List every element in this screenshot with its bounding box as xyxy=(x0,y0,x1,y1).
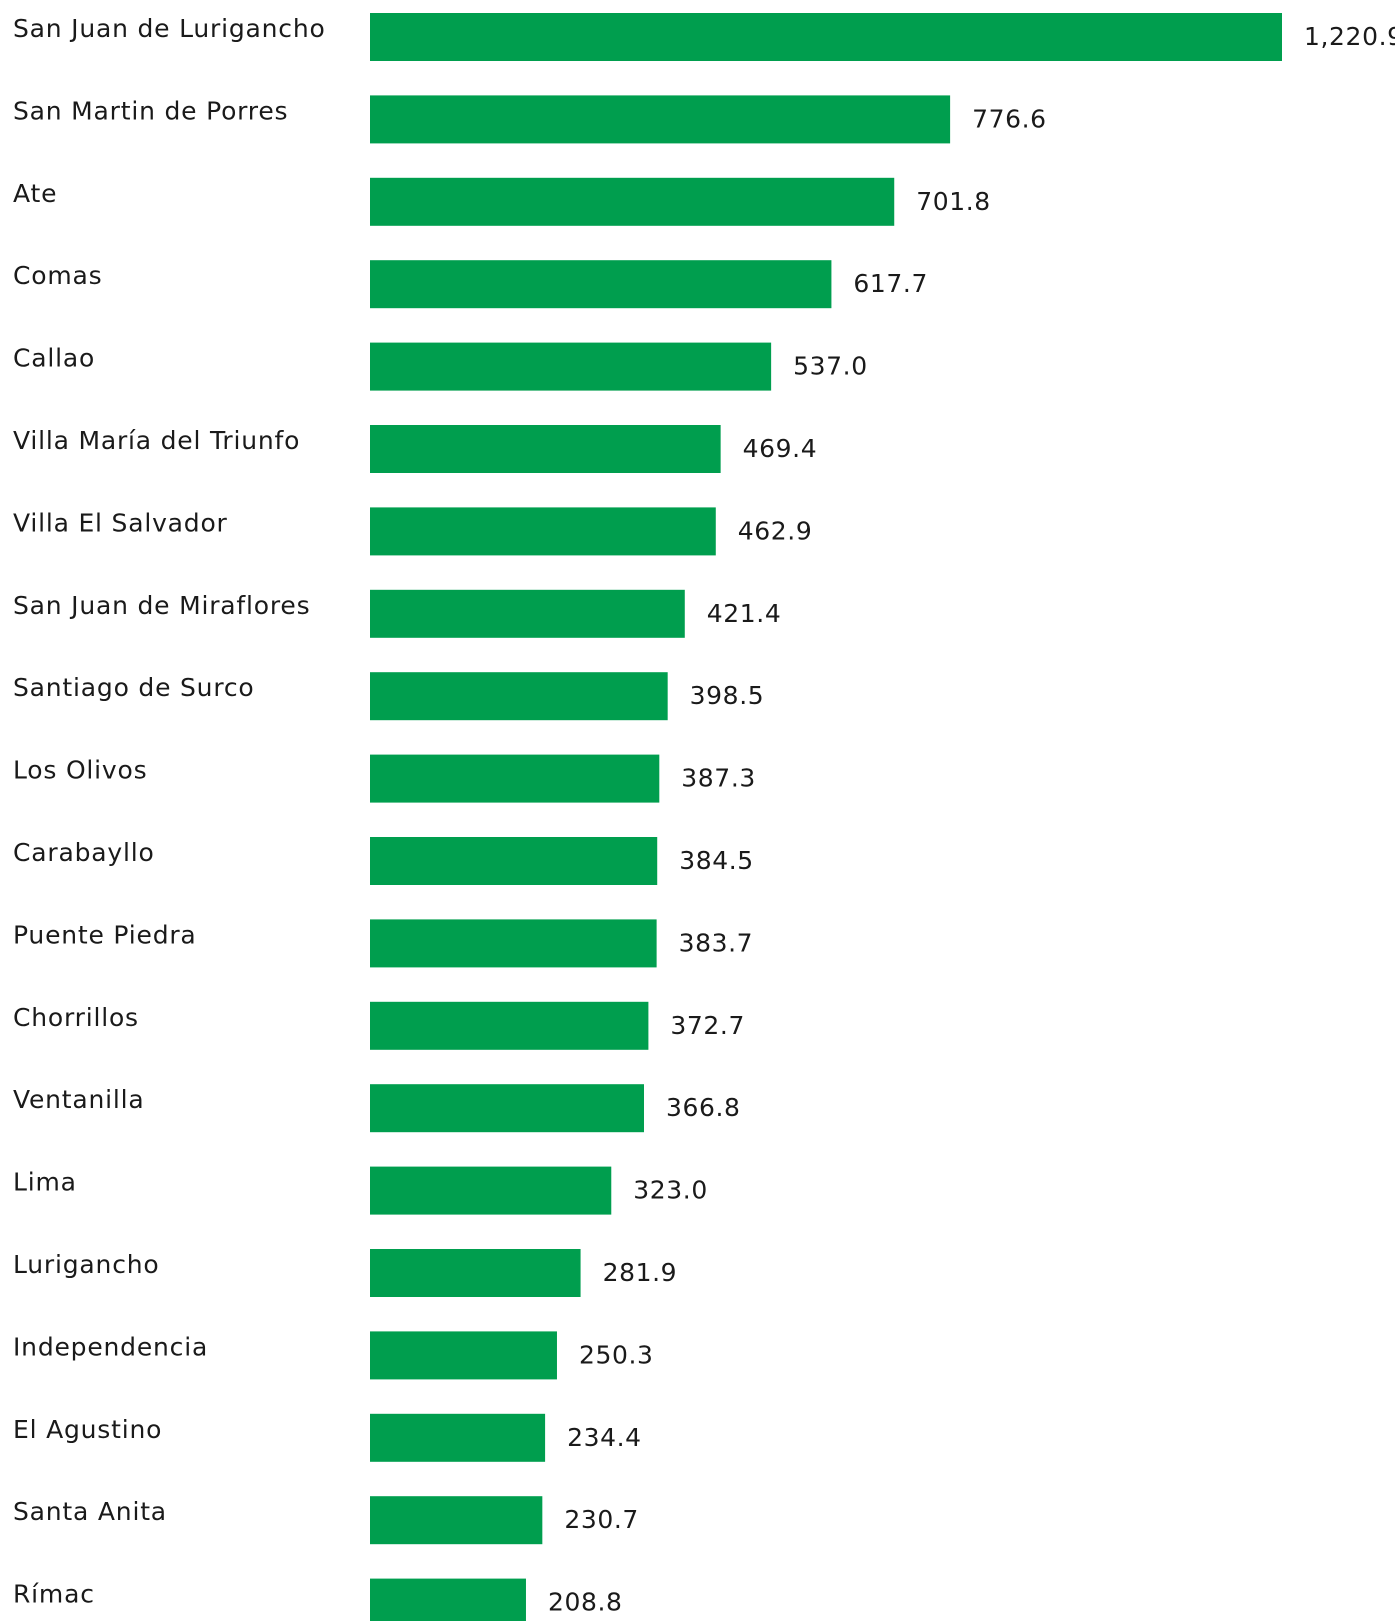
category-label: San Martin de Porres xyxy=(13,96,288,125)
value-labels: 1,220.9 776.6 701.8 617.7 537.0 469.4 462.9 421… xyxy=(548,22,1395,1617)
bar xyxy=(370,837,658,885)
bar xyxy=(370,507,716,556)
bar xyxy=(370,1249,581,1297)
category-label: Villa María del Triunfo xyxy=(13,426,300,455)
bar xyxy=(370,1084,644,1133)
value-label: 250.3 xyxy=(579,1340,654,1369)
bar xyxy=(370,425,721,473)
value-label: 372.7 xyxy=(670,1011,745,1040)
bar xyxy=(370,177,895,226)
value-label: 537.0 xyxy=(793,352,868,381)
category-label: Lima xyxy=(13,1168,77,1197)
value-label: 281.9 xyxy=(603,1258,678,1287)
category-label: Rímac xyxy=(13,1580,95,1609)
value-label: 208.8 xyxy=(548,1588,623,1617)
bar xyxy=(370,1413,546,1462)
bars-layer xyxy=(370,13,1282,1621)
bar xyxy=(370,1331,557,1380)
bar xyxy=(370,342,772,391)
bar xyxy=(370,672,668,721)
value-label: 617.7 xyxy=(853,269,928,298)
bar xyxy=(370,1001,649,1050)
category-label: Ate xyxy=(13,179,57,208)
category-label: Comas xyxy=(13,261,102,290)
value-label: 387.3 xyxy=(681,764,756,793)
category-label: Villa El Salvador xyxy=(13,508,228,537)
bar xyxy=(370,260,832,309)
category-label: Los Olivos xyxy=(13,756,147,785)
bar xyxy=(370,95,951,144)
value-label: 323.0 xyxy=(633,1176,708,1205)
value-label: 701.8 xyxy=(916,187,991,216)
bar xyxy=(370,589,685,638)
bar xyxy=(370,13,1282,61)
category-label: Ventanilla xyxy=(13,1085,145,1114)
category-label: Santiago de Surco xyxy=(13,673,255,702)
value-label: 230.7 xyxy=(564,1505,639,1534)
category-label: San Juan de Miraflores xyxy=(13,591,310,620)
value-label: 383.7 xyxy=(679,928,754,957)
category-label: Carabayllo xyxy=(13,838,155,867)
bar xyxy=(370,1166,612,1215)
category-labels: San Juan de Lurigancho San Martin de Porr… xyxy=(13,14,326,1609)
value-label: 1,220.9 xyxy=(1304,22,1395,51)
value-label: 234.4 xyxy=(567,1423,642,1452)
category-label: San Juan de Lurigancho xyxy=(13,14,326,43)
category-label: Lurigancho xyxy=(13,1250,159,1279)
value-label: 776.6 xyxy=(972,104,1047,133)
value-label: 462.9 xyxy=(738,516,813,545)
category-label: Santa Anita xyxy=(13,1497,167,1526)
bar xyxy=(370,754,660,803)
bar xyxy=(370,919,657,968)
category-label: Independencia xyxy=(13,1332,208,1361)
category-label: Puente Piedra xyxy=(13,920,197,949)
value-label: 469.4 xyxy=(743,434,818,463)
category-label: Callao xyxy=(13,344,95,373)
bar xyxy=(370,1496,543,1545)
category-label: Chorrillos xyxy=(13,1003,139,1032)
category-label: El Agustino xyxy=(13,1415,162,1444)
bar xyxy=(370,1578,526,1621)
value-label: 421.4 xyxy=(707,599,782,628)
value-label: 384.5 xyxy=(679,846,754,875)
value-label: 366.8 xyxy=(666,1093,741,1122)
value-label: 398.5 xyxy=(690,681,765,710)
